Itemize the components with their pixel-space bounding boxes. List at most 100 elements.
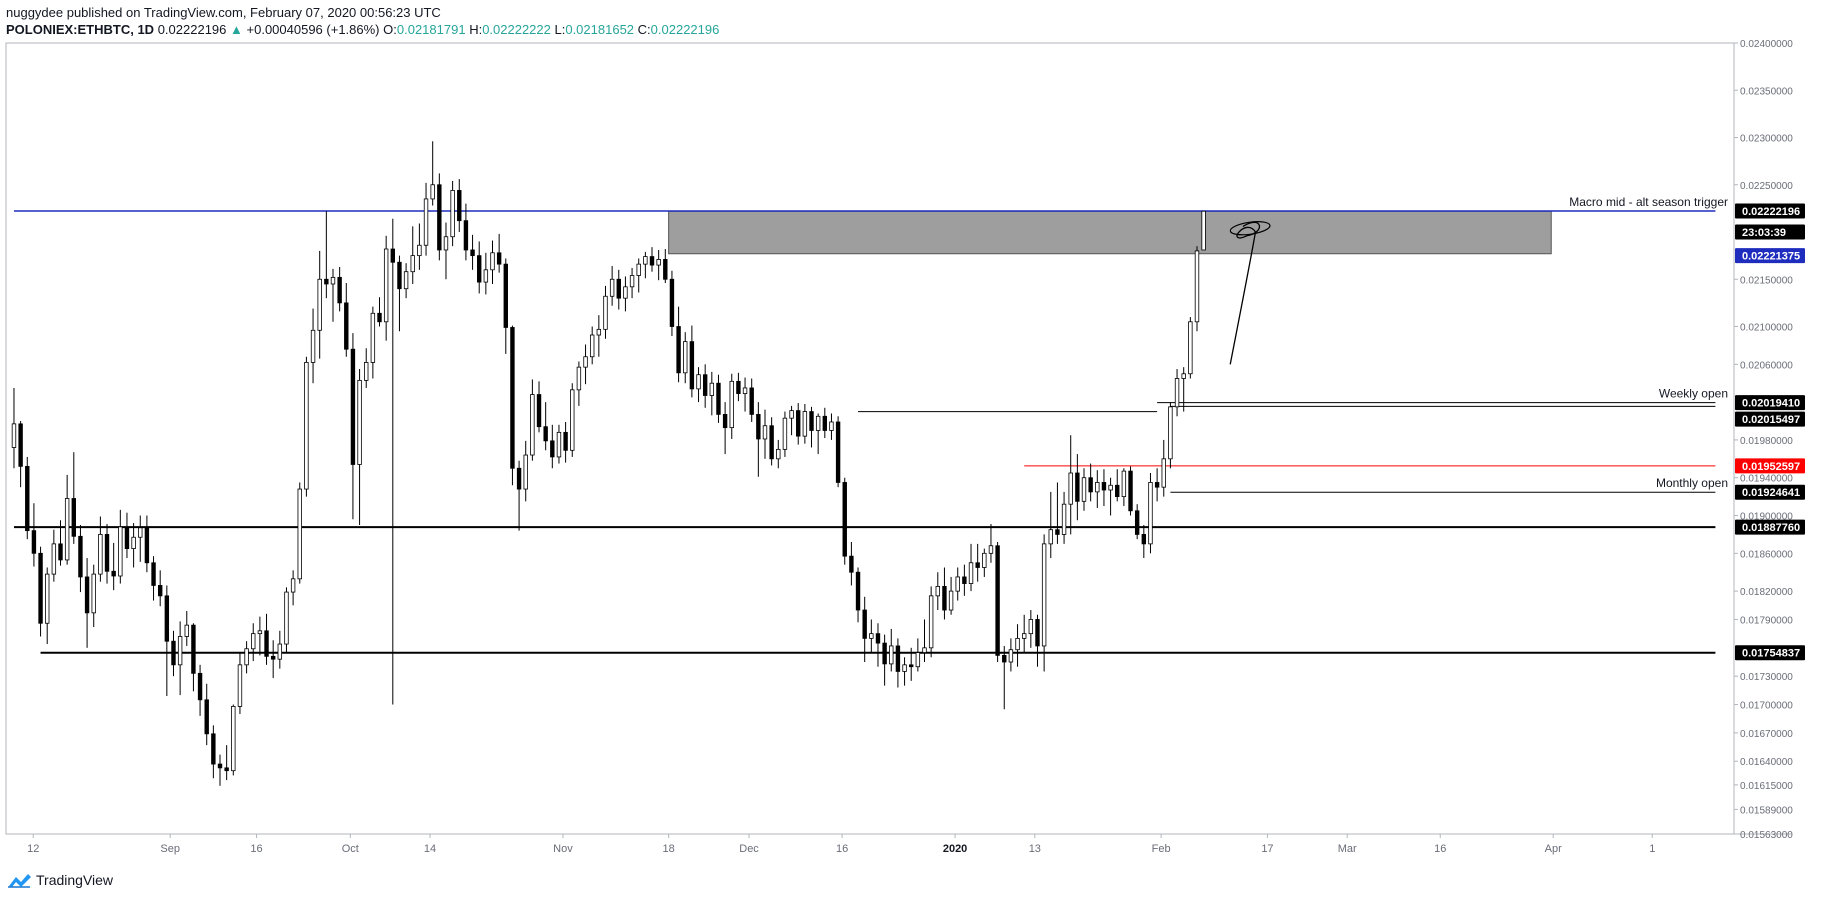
bearish-candle[interactable] [875, 633, 881, 644]
bullish-candle[interactable] [1048, 529, 1053, 545]
bearish-candle[interactable] [669, 278, 675, 327]
bearish-candle[interactable] [350, 348, 356, 465]
bullish-candle[interactable] [869, 633, 874, 639]
bullish-candle[interactable] [815, 415, 821, 431]
bullish-candle[interactable] [45, 573, 50, 624]
bearish-candle[interactable] [457, 190, 462, 222]
bearish-candle[interactable] [337, 276, 342, 304]
bullish-candle[interactable] [310, 329, 316, 363]
bearish-candle[interactable] [58, 543, 63, 561]
bearish-candle[interactable] [104, 534, 110, 572]
bearish-candle[interactable] [397, 261, 402, 290]
bearish-candle[interactable] [270, 655, 276, 660]
bearish-candle[interactable] [563, 431, 568, 451]
bullish-candle[interactable] [762, 425, 768, 440]
bullish-candle[interactable] [177, 636, 183, 666]
bullish-candle[interactable] [1188, 321, 1193, 375]
bullish-candle[interactable] [776, 448, 781, 460]
bearish-candle[interactable] [722, 414, 728, 429]
bullish-candle[interactable] [443, 236, 449, 251]
bearish-candle[interactable] [437, 184, 442, 251]
bearish-candle[interactable] [78, 535, 83, 578]
bullish-candle[interactable] [636, 263, 641, 276]
bearish-candle[interactable] [649, 256, 655, 266]
bullish-candle[interactable] [237, 664, 243, 707]
bullish-candle[interactable] [928, 595, 934, 649]
bullish-candle[interactable] [138, 527, 143, 538]
bearish-candle[interactable] [1141, 534, 1147, 545]
bearish-candle[interactable] [942, 585, 947, 611]
bearish-candle[interactable] [543, 426, 548, 442]
bearish-candle[interactable] [809, 411, 814, 431]
bearish-candle[interactable] [822, 415, 828, 431]
bullish-candle[interactable] [902, 664, 907, 672]
bearish-candle[interactable] [909, 664, 914, 668]
bearish-candle[interactable] [111, 570, 116, 577]
bearish-candle[interactable] [204, 699, 209, 735]
bearish-candle[interactable] [1055, 529, 1060, 535]
bullish-candle[interactable] [290, 578, 296, 593]
bearish-candle[interactable] [702, 374, 708, 396]
bullish-candle[interactable] [383, 248, 389, 323]
bearish-candle[interactable] [616, 278, 621, 299]
bearish-candle[interactable] [842, 482, 847, 557]
bearish-candle[interactable] [716, 382, 721, 415]
bullish-candle[interactable] [656, 259, 661, 266]
bullish-candle[interactable] [317, 278, 322, 331]
bullish-candle[interactable] [277, 643, 283, 660]
bullish-candle[interactable] [742, 387, 748, 395]
bullish-candle[interactable] [589, 334, 595, 358]
bullish-candle[interactable] [184, 624, 189, 637]
bullish-candle[interactable] [643, 256, 648, 265]
bullish-candle[interactable] [1121, 470, 1127, 498]
bearish-candle[interactable] [1075, 472, 1080, 502]
bullish-candle[interactable] [284, 591, 289, 645]
bullish-candle[interactable] [922, 647, 927, 653]
bullish-candle[interactable] [330, 276, 336, 285]
bearish-candle[interactable] [1115, 484, 1120, 498]
bearish-candle[interactable] [736, 380, 741, 395]
bullish-candle[interactable] [1181, 373, 1186, 379]
bullish-candle[interactable] [403, 271, 409, 290]
bearish-candle[interactable] [862, 609, 867, 639]
bullish-candle[interactable] [1068, 472, 1073, 505]
bearish-candle[interactable] [1035, 619, 1040, 647]
bullish-candle[interactable] [297, 488, 302, 580]
bullish-candle[interactable] [948, 590, 954, 611]
bearish-candle[interactable] [224, 767, 229, 772]
bullish-candle[interactable] [244, 648, 249, 666]
bullish-candle[interactable] [91, 573, 96, 614]
bullish-candle[interactable] [596, 328, 602, 336]
bullish-candle[interactable] [1021, 633, 1027, 639]
bullish-candle[interactable] [64, 498, 70, 561]
bearish-candle[interactable] [749, 387, 754, 415]
bullish-candle[interactable] [251, 633, 256, 650]
bearish-candle[interactable] [1101, 482, 1107, 491]
bearish-candle[interactable] [377, 312, 382, 323]
bullish-candle[interactable] [1108, 484, 1113, 491]
bearish-candle[interactable] [470, 249, 475, 257]
bullish-candle[interactable] [968, 562, 974, 584]
bullish-candle[interactable] [570, 389, 575, 451]
bearish-candle[interactable] [882, 642, 887, 665]
bullish-candle[interactable] [782, 417, 788, 450]
bearish-candle[interactable] [390, 248, 396, 263]
bullish-candle[interactable] [1015, 637, 1020, 651]
bullish-candle[interactable] [231, 706, 236, 772]
bearish-candle[interactable] [1128, 470, 1133, 512]
bearish-candle[interactable] [1134, 510, 1140, 535]
bearish-candle[interactable] [769, 425, 774, 460]
bearish-candle[interactable] [191, 624, 196, 674]
bearish-candle[interactable] [164, 595, 170, 642]
bearish-candle[interactable] [756, 414, 761, 440]
bearish-candle[interactable] [975, 562, 980, 568]
bearish-candle[interactable] [151, 562, 156, 586]
bearish-candle[interactable] [477, 255, 482, 283]
bearish-candle[interactable] [550, 440, 555, 458]
bullish-candle[interactable] [829, 421, 834, 431]
bearish-candle[interactable] [324, 278, 329, 285]
bullish-candle[interactable] [11, 423, 17, 448]
bullish-candle[interactable] [915, 652, 921, 668]
bullish-candle[interactable] [1008, 649, 1014, 663]
bullish-candle[interactable] [1028, 619, 1034, 635]
